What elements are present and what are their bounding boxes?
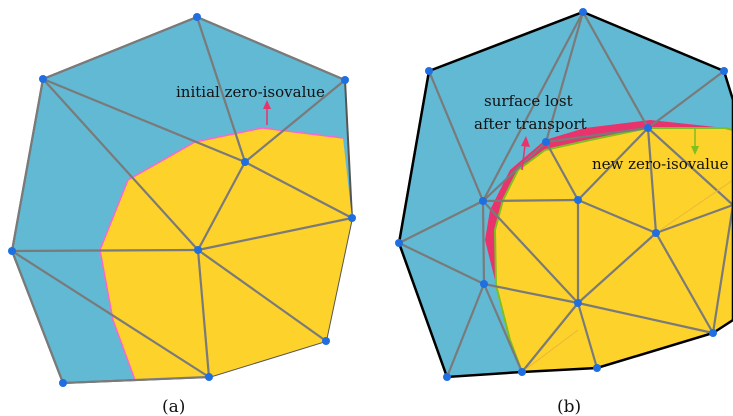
- new-zero-isovalue-label: new zero-isovalue: [592, 155, 729, 173]
- vertex: [593, 364, 601, 372]
- vertex: [425, 67, 433, 75]
- vertex: [720, 67, 728, 75]
- panel-b-caption: (b): [557, 397, 581, 416]
- surface-lost-label-line1: surface lost: [484, 92, 573, 110]
- vertex: [574, 196, 582, 204]
- vertex: [574, 299, 582, 307]
- panel-a-mesh-edges: [10, 15, 353, 385]
- vertex: [59, 379, 67, 387]
- vertex: [479, 197, 487, 205]
- panel-b-vertices: [395, 8, 728, 381]
- panel-a-caption: (a): [162, 397, 185, 416]
- panel-a-initial-zero-isovalue: [99, 127, 344, 381]
- vertex: [443, 373, 451, 381]
- vertex: [518, 368, 526, 376]
- vertex: [39, 75, 47, 83]
- surface-lost-label-line2: after transport: [474, 115, 587, 133]
- vertex: [241, 158, 249, 166]
- panel-b-inside-region: [495, 128, 733, 372]
- vertex: [480, 280, 488, 288]
- vertex: [193, 13, 201, 21]
- vertex: [542, 138, 550, 146]
- vertex: [709, 329, 717, 337]
- vertex: [644, 124, 652, 132]
- panel-a-vertices: [8, 13, 356, 387]
- vertex: [395, 239, 403, 247]
- vertex: [8, 247, 16, 255]
- initial-zero-isovalue-label: initial zero-isovalue: [176, 83, 325, 101]
- vertex: [322, 337, 330, 345]
- vertex: [652, 229, 660, 237]
- panel-a-inside-region: [100, 128, 352, 380]
- vertex: [205, 373, 213, 381]
- panel-a-isovalue-arrow: [263, 100, 271, 125]
- vertex: [194, 246, 202, 254]
- panel-b-new-isovalue-arrow: [691, 128, 699, 155]
- panel-b: surface lost after transport new zero-is…: [395, 8, 733, 416]
- panel-b-faint-edges: [521, 179, 733, 373]
- panel-b-new-zero-isovalue: [493, 127, 733, 373]
- vertex: [341, 76, 349, 84]
- panel-a: initial zero-isovalue (a): [8, 13, 356, 416]
- vertex: [579, 8, 587, 16]
- vertex: [348, 214, 356, 222]
- panel-b-lost-surface-arrow: [521, 136, 530, 171]
